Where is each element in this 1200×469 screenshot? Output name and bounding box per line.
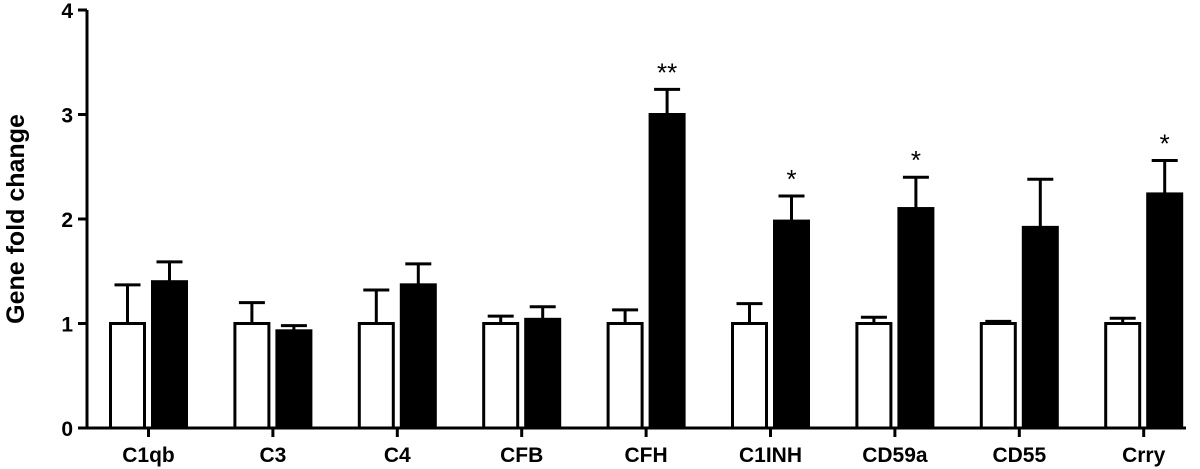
category-label: Crry xyxy=(1122,444,1166,467)
bar-control xyxy=(979,322,1017,430)
category-label: C1INH xyxy=(739,444,802,467)
bar-control xyxy=(731,322,768,430)
y-tick-label: 2 xyxy=(61,209,73,232)
bar-treated xyxy=(773,219,810,430)
bar-treated xyxy=(1146,192,1184,430)
y-axis-title: Gene fold change xyxy=(2,114,30,324)
category-label: C4 xyxy=(384,444,411,467)
bar-treated xyxy=(897,207,935,430)
category-label: CD55 xyxy=(992,444,1046,467)
bar-treated xyxy=(399,283,437,430)
bar-control xyxy=(855,322,893,430)
bar-control xyxy=(233,322,271,430)
bar-treated xyxy=(275,329,313,430)
bar-control xyxy=(357,322,395,430)
bar-control xyxy=(482,322,520,430)
category-label: CFH xyxy=(625,444,668,467)
y-tick-label: 0 xyxy=(61,418,73,441)
bar-treated xyxy=(648,113,686,430)
bar-control xyxy=(1104,322,1142,430)
bar-treated xyxy=(524,317,562,430)
significance-label: ** xyxy=(657,57,677,87)
significance-label: * xyxy=(786,164,796,194)
significance-label: * xyxy=(911,145,921,175)
bar-treated xyxy=(1021,225,1059,430)
plot-area: 0 1 2 3 4 C1qb C3 C4 CFB CFH ** C1INH * CD59a * CD55 Crr… xyxy=(61,0,1186,467)
y-tick-label: 3 xyxy=(61,105,73,128)
category-label: CFB xyxy=(500,444,543,467)
y-tick-label: 1 xyxy=(61,314,73,337)
bar-control xyxy=(606,322,644,430)
bar-control xyxy=(109,322,146,430)
category-label: CD59a xyxy=(862,444,928,467)
bar-treated xyxy=(151,280,188,430)
significance-label: * xyxy=(1160,128,1170,158)
category-label: C3 xyxy=(259,444,286,467)
y-tick-label: 4 xyxy=(61,0,73,23)
category-label: C1qb xyxy=(122,444,175,467)
